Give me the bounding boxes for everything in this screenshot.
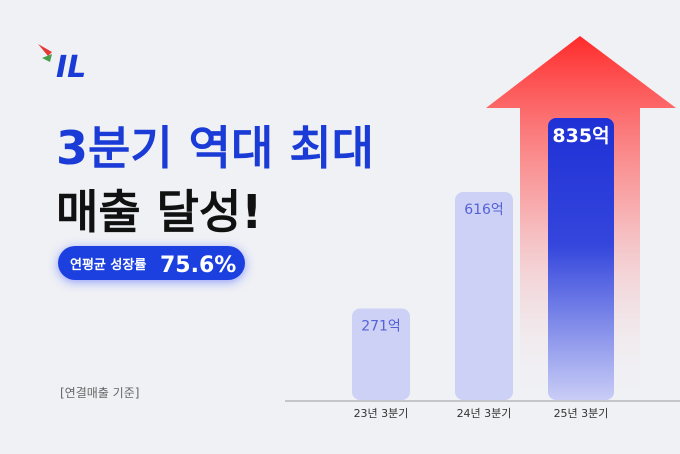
logo: IL	[38, 44, 86, 85]
bar	[455, 191, 513, 400]
title: 3분기 역대 최대	[56, 121, 374, 175]
badge-label: 연평균 성장률	[70, 257, 146, 273]
x-tick-label: 24년 3분기	[457, 407, 512, 420]
note: [연결매출 기준]	[60, 386, 139, 400]
badge	[58, 246, 245, 280]
value-label: 271억	[361, 318, 401, 334]
bar	[352, 308, 410, 400]
logo-leaf	[38, 44, 52, 56]
value-label: 616억	[464, 202, 504, 218]
subtitle: 매출 달성!	[56, 185, 262, 239]
logo-text: IL	[56, 50, 86, 85]
logo-leaf	[42, 54, 52, 62]
x-tick-label: 25년 3분기	[554, 407, 609, 420]
x-tick-label: 23년 3분기	[354, 407, 409, 420]
bar	[548, 118, 614, 400]
badge-value: 75.6%	[160, 253, 236, 278]
value-label: 835억	[552, 125, 609, 147]
plot: 271억 23년 3분기 616억 24년 3분기 835억 25년 3분기	[352, 118, 614, 420]
